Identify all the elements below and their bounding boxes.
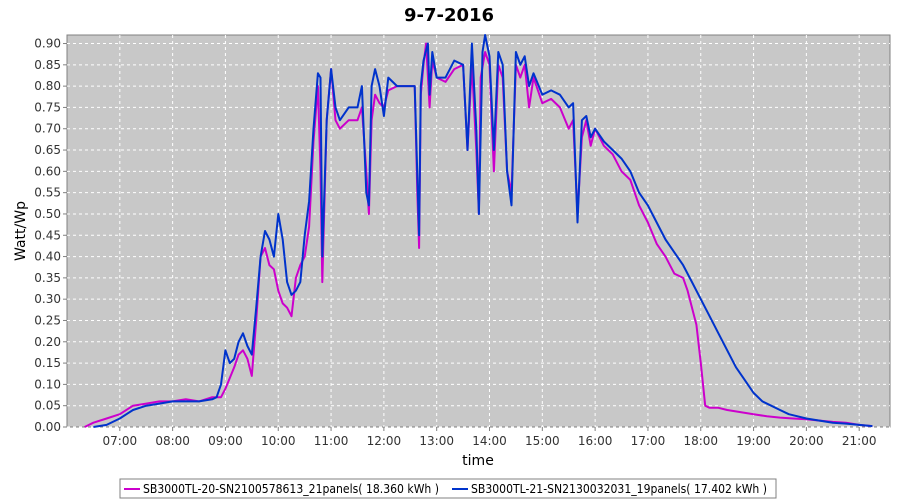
x-tick-label: 08:00 (155, 434, 190, 448)
y-tick-label: 0.30 (34, 292, 61, 306)
y-tick-label: 0.45 (34, 228, 61, 242)
x-tick-label: 20:00 (789, 434, 824, 448)
x-tick-label: 10:00 (261, 434, 296, 448)
legend-box (119, 478, 777, 499)
y-tick-label: 0.25 (34, 313, 61, 327)
y-tick-label: 0.75 (34, 100, 61, 114)
x-tick-label: 12:00 (367, 434, 402, 448)
legend: SB3000TL-20-SN2100578613_21panels( 18.36… (119, 478, 777, 499)
y-tick-label: 0.40 (34, 250, 61, 264)
x-tick-label: 07:00 (103, 434, 138, 448)
y-tick-label: 0.70 (34, 122, 61, 136)
x-tick-label: 13:00 (419, 434, 454, 448)
y-tick-label: 0.05 (34, 399, 61, 413)
y-tick-label: 0.60 (34, 164, 61, 178)
x-axis-label: time (462, 453, 494, 469)
x-tick-label: 21:00 (842, 434, 877, 448)
y-tick-label: 0.80 (34, 79, 61, 93)
legend-label: SB3000TL-20-SN2100578613_21panels( 18.36… (143, 482, 439, 496)
x-tick-label: 09:00 (208, 434, 243, 448)
y-tick-label: 0.65 (34, 143, 61, 157)
axes: 0.00 0.05 0.10 0.15 0.20 0.25 0.30 0.35 0.40 0.45… (34, 37, 876, 448)
y-tick-label: 0.90 (34, 37, 61, 51)
y-axis-label: Watt/Wp (13, 201, 29, 261)
y-tick-label: 0.35 (34, 271, 61, 285)
y-tick-label: 0.00 (34, 420, 61, 434)
x-tick-label: 16:00 (578, 434, 613, 448)
series-line-2 (93, 34, 873, 428)
x-tick-label: 14:00 (472, 434, 507, 448)
x-tick-label: 15:00 (525, 434, 560, 448)
y-tick-label: 0.50 (34, 207, 61, 221)
series-layer (84, 34, 873, 428)
y-tick-label: 0.15 (34, 356, 61, 370)
legend-label: SB3000TL-21-SN2130032031_19panels( 17.40… (471, 482, 767, 496)
x-tick-label: 11:00 (314, 434, 349, 448)
y-tick-label: 0.55 (34, 186, 61, 200)
y-tick-label: 0.10 (34, 377, 61, 391)
plot-area (66, 34, 891, 428)
y-tick-label: 0.20 (34, 335, 61, 349)
y-tick-label: 0.85 (34, 58, 61, 72)
chart-title: 9-7-2016 (404, 5, 494, 26)
x-tick-label: 19:00 (736, 434, 771, 448)
x-tick-label: 18:00 (683, 434, 718, 448)
x-tick-label: 17:00 (631, 434, 666, 448)
